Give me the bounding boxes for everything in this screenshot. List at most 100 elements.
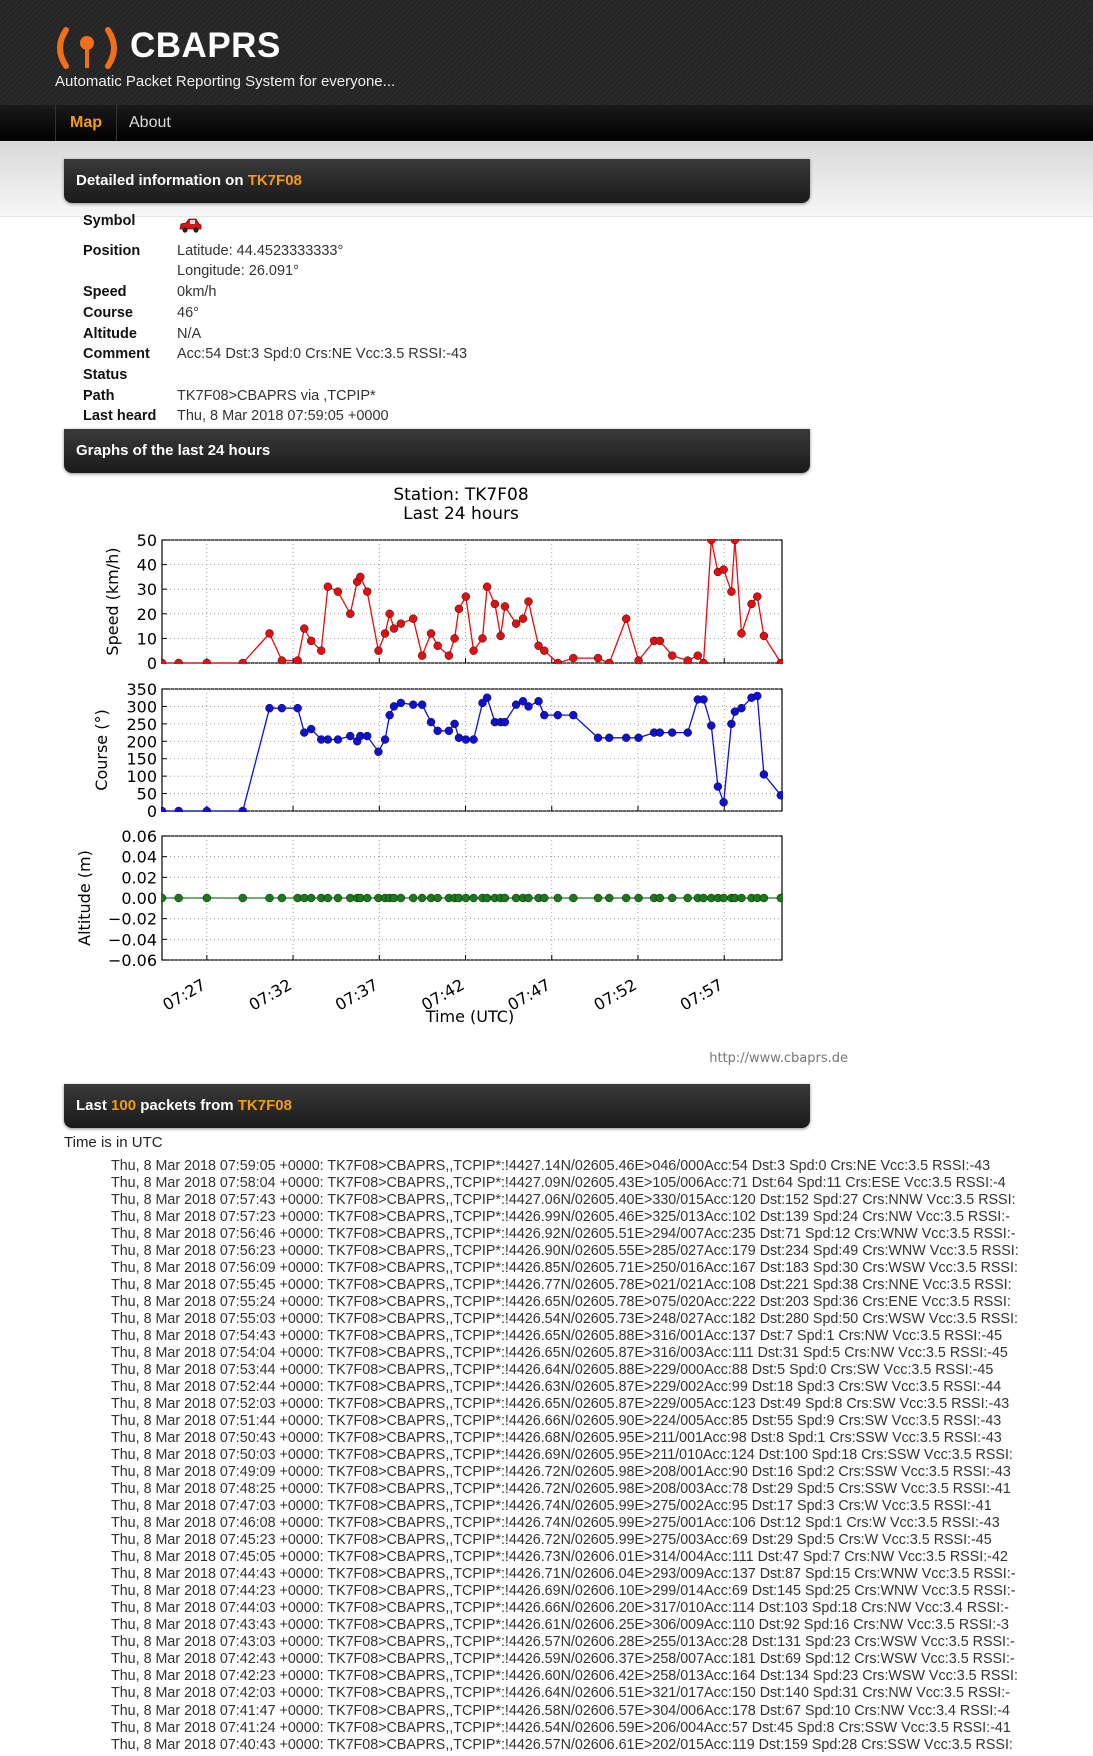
data-point	[265, 629, 274, 638]
data-point	[500, 602, 510, 611]
data-point	[593, 653, 603, 663]
data-point	[396, 619, 406, 628]
data-point	[426, 629, 436, 638]
packet-entry: Thu, 8 Mar 2018 07:43:03 +0000: TK7F08>C…	[111, 1634, 1060, 1651]
detail-text: 0km/h	[177, 284, 217, 301]
data-point	[356, 572, 365, 582]
packet-entry: Thu, 8 Mar 2018 07:56:09 +0000: TK7F08>C…	[111, 1260, 1060, 1277]
packet-entry: Thu, 8 Mar 2018 07:58:04 +0000: TK7F08>C…	[111, 1175, 1060, 1192]
data-point	[300, 728, 309, 737]
packet-entry: Thu, 8 Mar 2018 07:43:43 +0000: TK7F08>C…	[111, 1617, 1060, 1634]
data-point	[396, 893, 406, 903]
y-tick-label: 200	[126, 732, 157, 751]
y-tick-label: 250	[126, 715, 157, 734]
data-point	[593, 893, 603, 903]
detail-label: Position	[83, 242, 141, 259]
section-header: Last 100 packets from TK7F08	[64, 1084, 810, 1128]
detail-value: Acc:54 Dst:3 Spd:0 Crs:NE Vcc:3.5 RSSI:-…	[174, 344, 470, 385]
data-point	[346, 609, 355, 618]
detail-text: Thu, 8 Mar 2018 07:59:05 +0000	[177, 408, 389, 425]
data-point	[622, 893, 631, 903]
data-point	[683, 656, 692, 664]
data-point	[540, 646, 549, 655]
data-point	[461, 893, 471, 903]
data-point	[667, 893, 677, 903]
data-point	[469, 735, 478, 744]
data-point	[524, 597, 533, 606]
detail-row: Position Latitude: 44.4523333333° Longitud…	[80, 241, 470, 282]
data-point	[747, 599, 756, 609]
data-point	[693, 651, 702, 660]
detail-label: Comment Status	[83, 346, 150, 383]
y-tick-label: 0	[147, 654, 157, 673]
data-point	[323, 893, 333, 903]
packet-entry: Thu, 8 Mar 2018 07:49:09 +0000: TK7F08>C…	[111, 1464, 1060, 1481]
y-tick-label: 0.06	[121, 827, 157, 846]
data-point	[363, 587, 372, 596]
y-tick-label: 30	[137, 580, 157, 599]
series	[161, 539, 783, 664]
data-point	[293, 703, 302, 713]
data-point	[727, 587, 736, 596]
data-point	[202, 806, 212, 812]
data-point	[374, 646, 383, 655]
data-point	[277, 893, 287, 903]
data-point	[482, 693, 492, 702]
data-point	[363, 893, 372, 903]
station-name: TK7F08	[247, 172, 302, 189]
detail-row: Altitude N/A	[80, 324, 470, 345]
packet-count: 100	[111, 1097, 137, 1114]
x-tick-label: 07:52	[591, 975, 640, 1015]
packet-entry: Thu, 8 Mar 2018 07:41:47 +0000: TK7F08>C…	[111, 1703, 1060, 1720]
data-point	[699, 658, 708, 664]
packet-entry: Thu, 8 Mar 2018 07:42:03 +0000: TK7F08>C…	[111, 1685, 1060, 1702]
nav-link[interactable]: About	[129, 114, 171, 131]
packet-entry: Thu, 8 Mar 2018 07:42:43 +0000: TK7F08>C…	[111, 1651, 1060, 1668]
detail-value: TK7F08>CBAPRS via ,TCPIP*	[174, 386, 470, 407]
detail-value	[174, 211, 470, 241]
data-point	[605, 893, 614, 903]
data-point	[409, 893, 418, 903]
nav-link[interactable]: Map	[55, 105, 117, 141]
packet-entry: Thu, 8 Mar 2018 07:45:05 +0000: TK7F08>C…	[111, 1549, 1060, 1566]
y-tick-label: −0.04	[108, 930, 157, 949]
detail-value: N/A	[174, 324, 470, 345]
data-point	[426, 717, 436, 727]
section-title: Graphs of the last 24 hours	[76, 442, 271, 459]
packet-entry: Thu, 8 Mar 2018 07:44:23 +0000: TK7F08>C…	[111, 1583, 1060, 1600]
tagline: Automatic Packet Reporting System for ev…	[55, 73, 396, 90]
detail-value: Latitude: 44.4523333333° Longitude: 26.09…	[174, 241, 470, 282]
data-point	[450, 719, 459, 729]
detail-label: Symbol	[83, 213, 136, 229]
data-point	[174, 893, 183, 903]
data-point	[737, 629, 746, 638]
detail-label: Course	[83, 304, 133, 321]
data-point	[737, 703, 746, 713]
data-point	[727, 719, 736, 729]
data-point	[374, 747, 383, 756]
data-point	[333, 893, 343, 903]
detail-label: Altitude	[83, 325, 137, 342]
data-point	[719, 565, 728, 574]
data-point	[683, 728, 692, 737]
detail-row: Course 46°	[80, 303, 470, 324]
data-point	[634, 733, 643, 742]
data-point	[363, 731, 372, 741]
x-tick-label: 07:57	[677, 975, 726, 1015]
data-point	[634, 893, 643, 903]
data-point	[293, 656, 302, 664]
data-point	[511, 619, 521, 628]
detail-row: Symbol	[80, 211, 470, 241]
data-point	[238, 893, 247, 903]
data-point	[737, 893, 746, 903]
y-tick-label: 40	[137, 556, 157, 575]
packet-entry: Thu, 8 Mar 2018 07:51:44 +0000: TK7F08>C…	[111, 1413, 1060, 1430]
data-point	[238, 806, 247, 812]
data-point	[534, 641, 543, 650]
detail-value: 46°	[174, 303, 470, 324]
data-point	[317, 646, 326, 655]
data-point	[277, 703, 287, 713]
time-note: Time is in UTC	[64, 1134, 163, 1151]
logo-text: CBAPRS	[130, 26, 281, 65]
